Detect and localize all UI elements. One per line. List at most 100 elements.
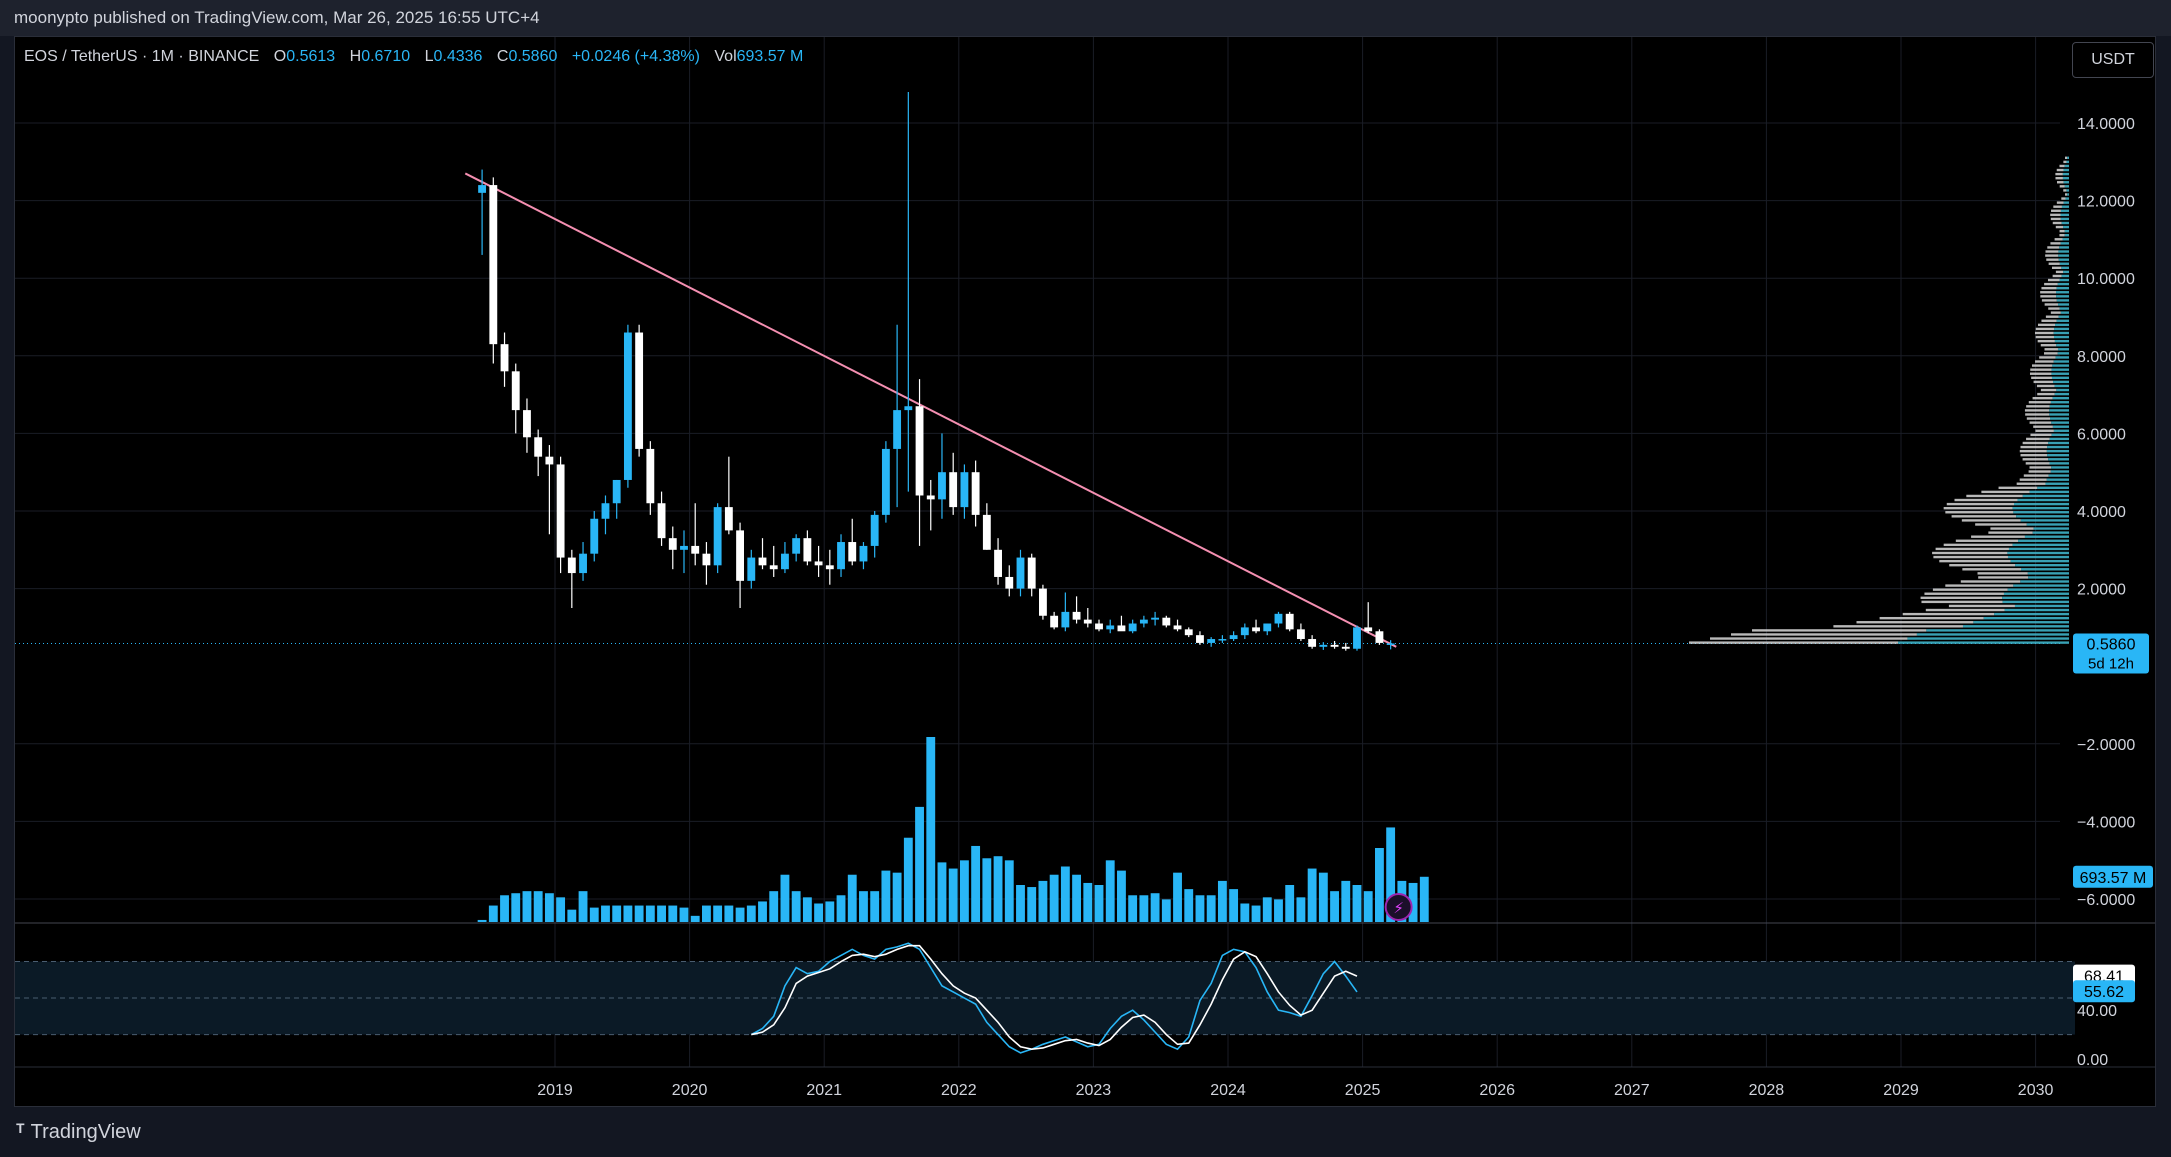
volume-profile-bar-down (2002, 600, 2069, 604)
volume-bar (1004, 860, 1014, 922)
volume-profile-bar-down (2052, 364, 2069, 367)
time-tick-label: 2024 (1210, 1082, 1246, 1099)
candle-body (1218, 639, 1227, 641)
volume-profile-bar-down (2056, 299, 2069, 302)
candle-body (1330, 644, 1339, 647)
volume-profile-bar-up (2055, 172, 2063, 176)
volume-profile-bar-up (1945, 511, 2014, 514)
candle-body (668, 538, 677, 550)
volume-profile-bar-down (2057, 352, 2069, 355)
volume-profile-bar-up (2037, 339, 2055, 343)
stochastic-d-line (751, 944, 1358, 1050)
volume-profile-bar-up (2048, 262, 2060, 265)
volume-bar (903, 837, 913, 922)
volume-profile-bar-up (2023, 474, 2049, 477)
volume-profile-bar-down (2012, 543, 2069, 547)
volume-bar (679, 907, 689, 922)
volume-bar (1117, 870, 1126, 922)
volume-profile-bar-down (2056, 291, 2069, 294)
volume-bar (1016, 885, 1025, 922)
candle-body (635, 332, 644, 449)
candle-body (534, 437, 543, 457)
volume-bar (746, 905, 756, 922)
candle-body (769, 565, 778, 570)
volume-profile-bar-down (2012, 506, 2069, 510)
volume-bar (1150, 893, 1160, 922)
volume-profile-bar-up (2059, 164, 2065, 168)
volume-bar (1072, 874, 1082, 922)
candle-body (1173, 625, 1182, 630)
time-tick-label: 2025 (1345, 1082, 1381, 1099)
candle-body (579, 553, 587, 574)
volume-bar (802, 897, 812, 922)
last-price-badge (2073, 633, 2149, 674)
volume-bar (533, 891, 543, 922)
volume-bar (1229, 889, 1239, 922)
time-tick-label: 2029 (1883, 1082, 1919, 1099)
candle-body (1117, 625, 1126, 632)
volume-bar (1386, 827, 1396, 922)
volume-profile-bar-up (2061, 197, 2066, 200)
volume-profile-bar-down (2051, 368, 2069, 371)
candle-body (1005, 576, 1014, 589)
candle-body (691, 545, 700, 554)
volume-profile-bar-up (1948, 604, 2015, 608)
volume-profile-bar-down (2067, 156, 2069, 160)
volume-profile-bar-up (2046, 258, 2059, 261)
volume-bar (567, 909, 577, 922)
candle-body (713, 507, 722, 566)
volume-profile-bar-up (2022, 458, 2049, 461)
candle-body (702, 553, 711, 566)
grid-lines (15, 37, 2060, 1067)
volume-profile-bar-down (2027, 572, 2069, 575)
volume-profile-bar-up (2040, 295, 2057, 298)
volume-bar (1419, 876, 1429, 922)
volume-profile-bar-up (1921, 600, 2003, 604)
chart-svg[interactable]: 14.0000 12.0000 10.0000 8.0000 6.0000 4.0000 2… (15, 37, 2155, 1106)
volume-profile-bar-up (2056, 181, 2064, 184)
close-value: 0.5860 (508, 48, 558, 65)
volume-bar (1341, 880, 1351, 922)
chart-area[interactable]: 14.0000 12.0000 10.0000 8.0000 6.0000 4.0000 2… (14, 36, 2156, 1107)
volume-profile-bar-down (2051, 372, 2069, 375)
volume-profile-bar-down (2046, 478, 2069, 481)
tradingview-logo[interactable]: ᵀ TradingView (16, 1121, 141, 1144)
candle-body (511, 371, 520, 411)
candle-body (590, 518, 599, 554)
volume-bar (1184, 889, 1194, 922)
volume-profile-bar-up (2063, 160, 2067, 164)
volume-profile-bar-up (1939, 559, 2011, 563)
volume-profile-bar-up (2031, 364, 2053, 367)
volume-profile-bar-up (2026, 417, 2051, 420)
time-tick-label: 2023 (1076, 1082, 1112, 1099)
volume-profile-bar-down (2048, 441, 2069, 445)
volume-profile-bar-up (2035, 327, 2055, 331)
volume-bar (982, 858, 992, 922)
candle-body (623, 332, 632, 480)
volume-profile-bar-up (1951, 515, 2017, 518)
volume-profile-bar-down (1926, 629, 2069, 632)
volume-profile-bar-up (2055, 176, 2063, 180)
volume-profile-bar-up (1935, 547, 2009, 551)
volume-profile-bar-up (2029, 421, 2052, 424)
volume-profile-bar-up (1943, 543, 2013, 547)
volume-profile-bar-up (2035, 360, 2054, 363)
volume-profile-bar-down (2016, 515, 2069, 518)
volume-profile-bar-up (2051, 209, 2061, 212)
volume-profile-bar-down (2050, 470, 2069, 473)
volume-profile-bar-down (2052, 396, 2069, 400)
volume-profile-bar-down (2026, 523, 2069, 526)
volume-profile (1689, 156, 2069, 644)
stochastic-marker-label: 55.62 (2084, 984, 2124, 1001)
candle-body (736, 530, 745, 581)
currency-button[interactable]: USDT (2072, 42, 2154, 78)
volume-bar (1027, 887, 1037, 922)
volume-bar (1240, 903, 1250, 922)
volume-profile-bar-up (2034, 331, 2054, 335)
candle-body (837, 542, 845, 570)
volume-profile-bar-down (2057, 282, 2069, 286)
volume-profile-bar-down (2021, 568, 2069, 571)
close-label: C (496, 48, 509, 65)
volume-profile-bar-up (2056, 168, 2064, 172)
candle-body (1274, 613, 1283, 624)
